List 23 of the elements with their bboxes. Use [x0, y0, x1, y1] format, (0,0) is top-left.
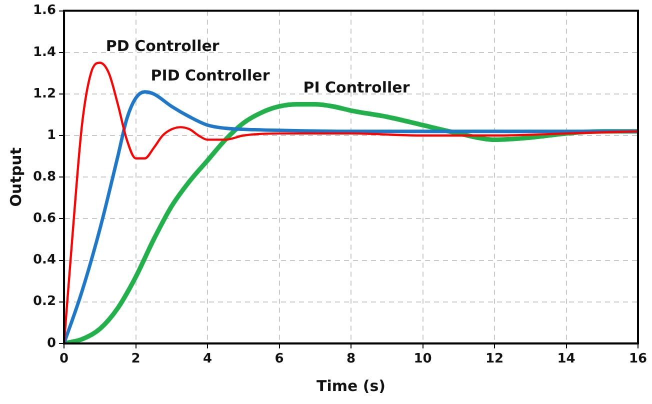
y-tick-label: 0.8 — [33, 169, 56, 184]
y-tick-label: 1.4 — [33, 44, 56, 60]
x-tick-label: 2 — [131, 352, 140, 367]
y-tick-label: 0 — [46, 336, 56, 351]
y-tick-label: 1.2 — [33, 86, 56, 102]
x-tick-label: 14 — [557, 352, 576, 367]
x-tick-label: 10 — [414, 352, 432, 367]
x-axis-title: Time (s) — [316, 376, 386, 395]
x-tick-label: 8 — [346, 352, 356, 367]
x-tick-label: 4 — [203, 352, 212, 367]
y-tick-label: 1.6 — [33, 3, 56, 18]
x-tick-label: 0 — [60, 352, 69, 367]
y-tick-label: 0.6 — [33, 211, 56, 226]
x-tick-label: 16 — [628, 352, 648, 367]
y-axis-title: Output — [6, 148, 25, 207]
y-tick-label: 0.4 — [33, 252, 56, 268]
y-tick-label: 0.2 — [33, 294, 56, 310]
x-tick-label: 12 — [485, 352, 504, 367]
series-label: PD Controller — [106, 37, 220, 56]
series-label: PID Controller — [150, 66, 270, 84]
x-tick-label: 6 — [274, 352, 284, 367]
series-label: PI Controller — [303, 78, 410, 97]
y-tick-label: 1 — [46, 128, 56, 143]
